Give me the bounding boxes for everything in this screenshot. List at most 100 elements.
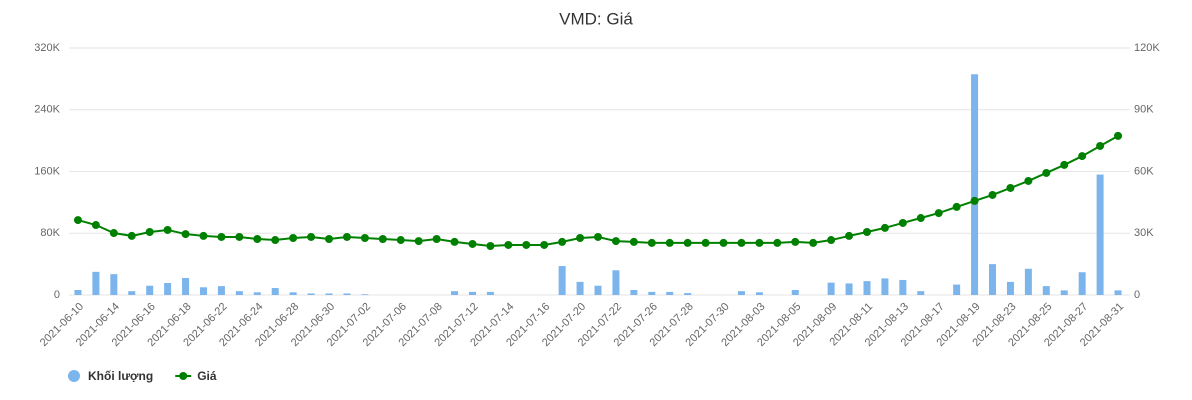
bar <box>594 285 602 295</box>
bar <box>791 289 799 295</box>
price-point <box>414 237 423 246</box>
price-point <box>558 237 567 246</box>
price-point <box>396 236 405 245</box>
y-tick-label: 0 <box>54 289 60 301</box>
price-point <box>934 209 943 218</box>
price-point <box>199 231 208 240</box>
price-point <box>862 228 871 237</box>
price-line <box>77 135 1119 248</box>
bar <box>1078 272 1086 295</box>
bar <box>486 291 494 295</box>
legend-symbol <box>68 370 80 382</box>
price-point <box>1060 160 1069 169</box>
bar <box>648 291 656 295</box>
price-point <box>307 232 316 241</box>
price-point <box>145 228 154 237</box>
bar <box>953 284 961 295</box>
bar <box>989 264 997 295</box>
bar <box>343 293 351 295</box>
price-point <box>468 239 477 248</box>
bar <box>451 291 459 295</box>
y2-tick-label: 60K <box>1134 165 1154 177</box>
bar <box>199 287 207 295</box>
bar <box>845 283 853 295</box>
price-point <box>217 232 226 241</box>
bar <box>92 271 100 295</box>
bar <box>899 279 907 295</box>
price-point <box>755 238 764 247</box>
bar <box>971 74 979 296</box>
price-point <box>235 232 244 241</box>
price-point <box>540 240 549 249</box>
bar <box>558 266 566 295</box>
chart-title: VMD: Giá <box>559 9 633 28</box>
bar <box>1114 290 1122 295</box>
bar <box>146 285 154 295</box>
legend-symbol <box>179 372 188 380</box>
price-point <box>576 233 585 242</box>
bar <box>164 283 172 295</box>
bar <box>630 289 638 295</box>
bar <box>253 292 261 295</box>
price-point <box>1042 168 1051 177</box>
price-point <box>73 216 82 225</box>
bar <box>289 292 297 295</box>
bar <box>1024 268 1032 295</box>
bar <box>1006 281 1014 295</box>
price-point <box>629 237 638 246</box>
price-point <box>701 238 710 247</box>
price-point <box>1024 176 1033 185</box>
price-point <box>845 231 854 240</box>
price-point <box>970 196 979 205</box>
price-point <box>1078 152 1087 161</box>
bar <box>863 281 871 295</box>
bar <box>217 286 225 295</box>
price-point <box>504 240 513 249</box>
price-point <box>719 238 728 247</box>
bar <box>827 282 835 295</box>
price-point <box>791 237 800 246</box>
price-point <box>737 238 746 247</box>
price-point <box>486 242 495 251</box>
bar <box>128 291 136 295</box>
price-point <box>109 229 118 238</box>
price-point <box>988 190 997 199</box>
bar <box>684 293 692 295</box>
bar <box>576 281 584 295</box>
bar <box>1042 286 1050 295</box>
bar <box>612 270 620 295</box>
y-tick-label: 160K <box>34 165 60 177</box>
price-point <box>522 240 531 249</box>
y-tick-label: 320K <box>34 42 60 54</box>
price-point <box>127 231 136 240</box>
legend-label: Giá <box>197 369 217 383</box>
bar <box>182 278 190 295</box>
bar <box>737 291 745 295</box>
bar <box>110 274 118 295</box>
price-point <box>952 202 961 211</box>
price-point <box>916 214 925 223</box>
price-point <box>342 232 351 241</box>
price-point <box>773 238 782 247</box>
bar <box>325 293 333 295</box>
bar <box>468 291 476 295</box>
bar <box>1060 290 1068 295</box>
price-point <box>325 235 334 244</box>
price-point <box>1114 131 1123 140</box>
bar <box>917 291 925 295</box>
y2-tick-label: 120K <box>1134 42 1160 54</box>
bar <box>361 294 369 295</box>
price-point <box>683 238 692 247</box>
price-point <box>253 235 262 244</box>
price-point <box>289 233 298 242</box>
price-point <box>181 230 190 239</box>
price-point <box>594 232 602 241</box>
price-point <box>163 225 172 234</box>
price-point <box>665 238 674 247</box>
y-tick-label: 80K <box>40 227 60 239</box>
price-point <box>450 237 459 246</box>
bar <box>881 278 889 295</box>
price-point <box>378 235 387 244</box>
price-point <box>898 218 907 227</box>
bar <box>1096 174 1104 295</box>
